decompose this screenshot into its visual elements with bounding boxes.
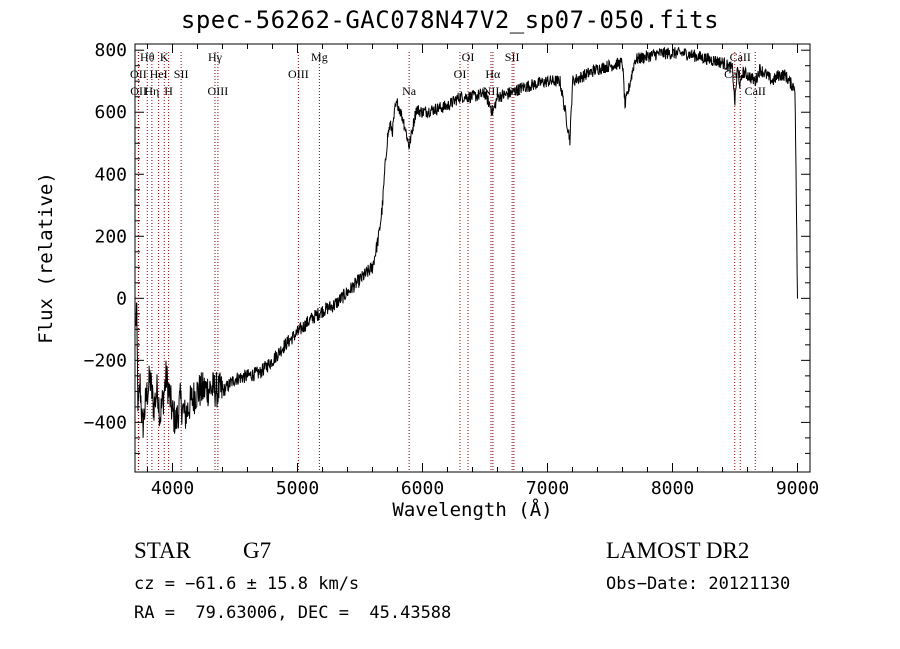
plot-frame [134, 43, 811, 473]
spectral-line-label: CaII [730, 50, 751, 64]
spectral-line-label: HeI [150, 67, 168, 81]
spectral-line-label: SII [505, 50, 520, 64]
y-tick-label: 200 [94, 226, 127, 247]
redshift-cz: cz = −61.6 ± 15.8 km/s [134, 574, 360, 594]
x-tick-label: 8000 [651, 478, 694, 499]
survey-name: LAMOST DR2 [606, 538, 750, 563]
observation-date: Obs−Date: 20121130 [606, 574, 791, 594]
y-tick-label: 400 [94, 164, 127, 185]
x-tick-label: 7000 [526, 478, 569, 499]
chart-title: spec-56262-GAC078N47V2_sp07-050.fits [180, 6, 720, 34]
y-axis-label: Flux (relative) [35, 172, 57, 344]
spectrum-line [135, 47, 798, 438]
y-tick-label: −400 [84, 412, 127, 433]
ra-dec-coordinates: RA = 79.63006, DEC = 45.43588 [134, 603, 452, 623]
spectral-line-label: CaII [745, 84, 766, 98]
spectral-line-label: Hη [144, 84, 159, 98]
spectral-line-label: OIII [208, 84, 229, 98]
spectral-line-label: Mg [311, 50, 328, 64]
object-class: STAR [134, 538, 191, 563]
x-tick-label: 4000 [151, 478, 194, 499]
x-tick-label: 6000 [401, 478, 444, 499]
y-tick-label: −200 [84, 350, 127, 371]
spectral-line-label: Hγ [208, 50, 223, 64]
spectral-line-label: Na [402, 84, 417, 98]
spectral-line-label: OI [462, 50, 475, 64]
spectral-line-label: H [164, 84, 173, 98]
spectral-line-label: Hθ [140, 50, 155, 64]
spectral-line-label: OIII [288, 67, 309, 81]
y-tick-label: 600 [94, 102, 127, 123]
y-tick-label: 0 [116, 288, 127, 309]
spectral-line-label: Hα [485, 67, 501, 81]
y-tick-label: 800 [94, 40, 127, 61]
x-tick-label: 5000 [276, 478, 319, 499]
spectral-line-label: OII [130, 84, 147, 98]
spectral-line-label: K [160, 50, 169, 64]
spectral-line-label: SII [174, 67, 189, 81]
x-tick-label: 9000 [776, 478, 819, 499]
subclass: G7 [243, 538, 272, 563]
spectral-line-label: OI [454, 67, 467, 81]
x-axis-label: Wavelength (Å) [392, 498, 552, 521]
